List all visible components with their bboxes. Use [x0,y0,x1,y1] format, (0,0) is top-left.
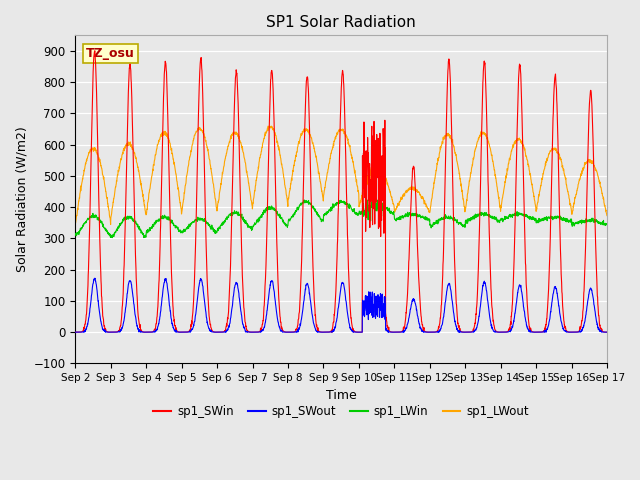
sp1_LWin [109,235,116,240]
sp1_SWin [72,329,79,335]
Text: TZ_osu: TZ_osu [86,47,135,60]
Line: sp1_SWin: sp1_SWin [76,51,607,332]
sp1_SWout [220,329,228,335]
Line: sp1_LWin: sp1_LWin [76,194,607,238]
sp1_SWin [556,235,564,240]
sp1_LWout [603,213,611,218]
sp1_LWin [356,210,364,216]
sp1_SWout [368,292,376,298]
sp1_SWout [556,312,564,318]
sp1_SWout [496,329,504,335]
sp1_SWout [72,329,79,335]
sp1_LWin [72,231,79,237]
sp1_SWin [496,329,504,335]
sp1_LWout [357,200,365,205]
sp1_LWout [572,195,579,201]
sp1_LWout [557,155,564,161]
Line: sp1_LWout: sp1_LWout [76,126,607,225]
sp1_LWin [220,220,228,226]
sp1_SWin [91,48,99,54]
sp1_SWin [220,329,228,335]
sp1_SWin [603,329,611,335]
sp1_LWout [496,204,504,210]
sp1_LWin [369,192,376,197]
sp1_LWin [557,213,564,219]
sp1_LWout [72,221,79,227]
sp1_SWout [90,276,98,281]
sp1_SWin [571,329,579,335]
sp1_SWout [571,329,579,335]
sp1_LWin [603,221,611,227]
sp1_SWout [603,329,611,335]
sp1_SWin [368,176,376,182]
sp1_LWout [369,162,376,168]
Legend: sp1_SWin, sp1_SWout, sp1_LWin, sp1_LWout: sp1_SWin, sp1_SWout, sp1_LWin, sp1_LWout [148,401,534,423]
sp1_LWout [220,163,228,169]
sp1_LWout [107,222,115,228]
sp1_LWin [496,217,504,223]
sp1_LWout [264,123,272,129]
sp1_SWin [356,329,364,335]
X-axis label: Time: Time [326,389,356,402]
sp1_LWin [572,220,579,226]
sp1_LWin [368,204,376,210]
Title: SP1 Solar Radiation: SP1 Solar Radiation [266,15,416,30]
sp1_SWout [356,329,364,335]
Y-axis label: Solar Radiation (W/m2): Solar Radiation (W/m2) [15,127,28,272]
Line: sp1_SWout: sp1_SWout [76,278,607,332]
